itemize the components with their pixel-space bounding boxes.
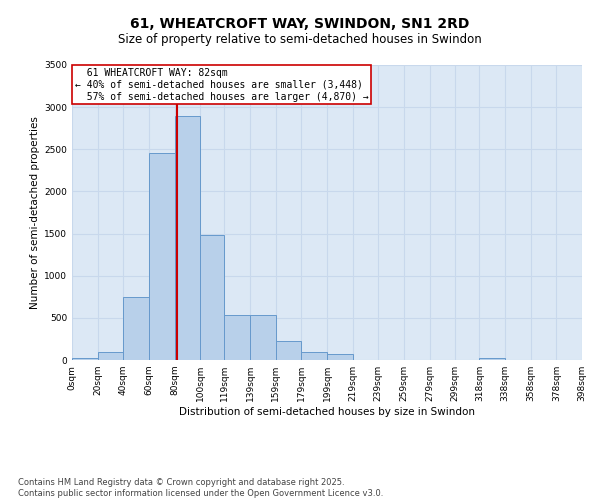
Text: 61 WHEATCROFT WAY: 82sqm
← 40% of semi-detached houses are smaller (3,448)
  57%: 61 WHEATCROFT WAY: 82sqm ← 40% of semi-d… bbox=[74, 68, 368, 102]
X-axis label: Distribution of semi-detached houses by size in Swindon: Distribution of semi-detached houses by … bbox=[179, 407, 475, 417]
Bar bbox=[200, 236, 224, 360]
Bar bbox=[479, 358, 505, 360]
Bar bbox=[250, 316, 276, 360]
Text: Contains HM Land Registry data © Crown copyright and database right 2025.
Contai: Contains HM Land Registry data © Crown c… bbox=[18, 478, 383, 498]
Bar bbox=[72, 358, 98, 360]
Bar bbox=[149, 154, 175, 360]
Bar bbox=[276, 342, 301, 360]
Bar bbox=[123, 297, 149, 360]
Bar bbox=[224, 316, 250, 360]
Bar bbox=[327, 354, 353, 360]
Bar bbox=[301, 352, 327, 360]
Text: Size of property relative to semi-detached houses in Swindon: Size of property relative to semi-detach… bbox=[118, 32, 482, 46]
Bar bbox=[98, 352, 123, 360]
Y-axis label: Number of semi-detached properties: Number of semi-detached properties bbox=[30, 116, 40, 309]
Bar bbox=[175, 116, 200, 360]
Text: 61, WHEATCROFT WAY, SWINDON, SN1 2RD: 61, WHEATCROFT WAY, SWINDON, SN1 2RD bbox=[130, 18, 470, 32]
